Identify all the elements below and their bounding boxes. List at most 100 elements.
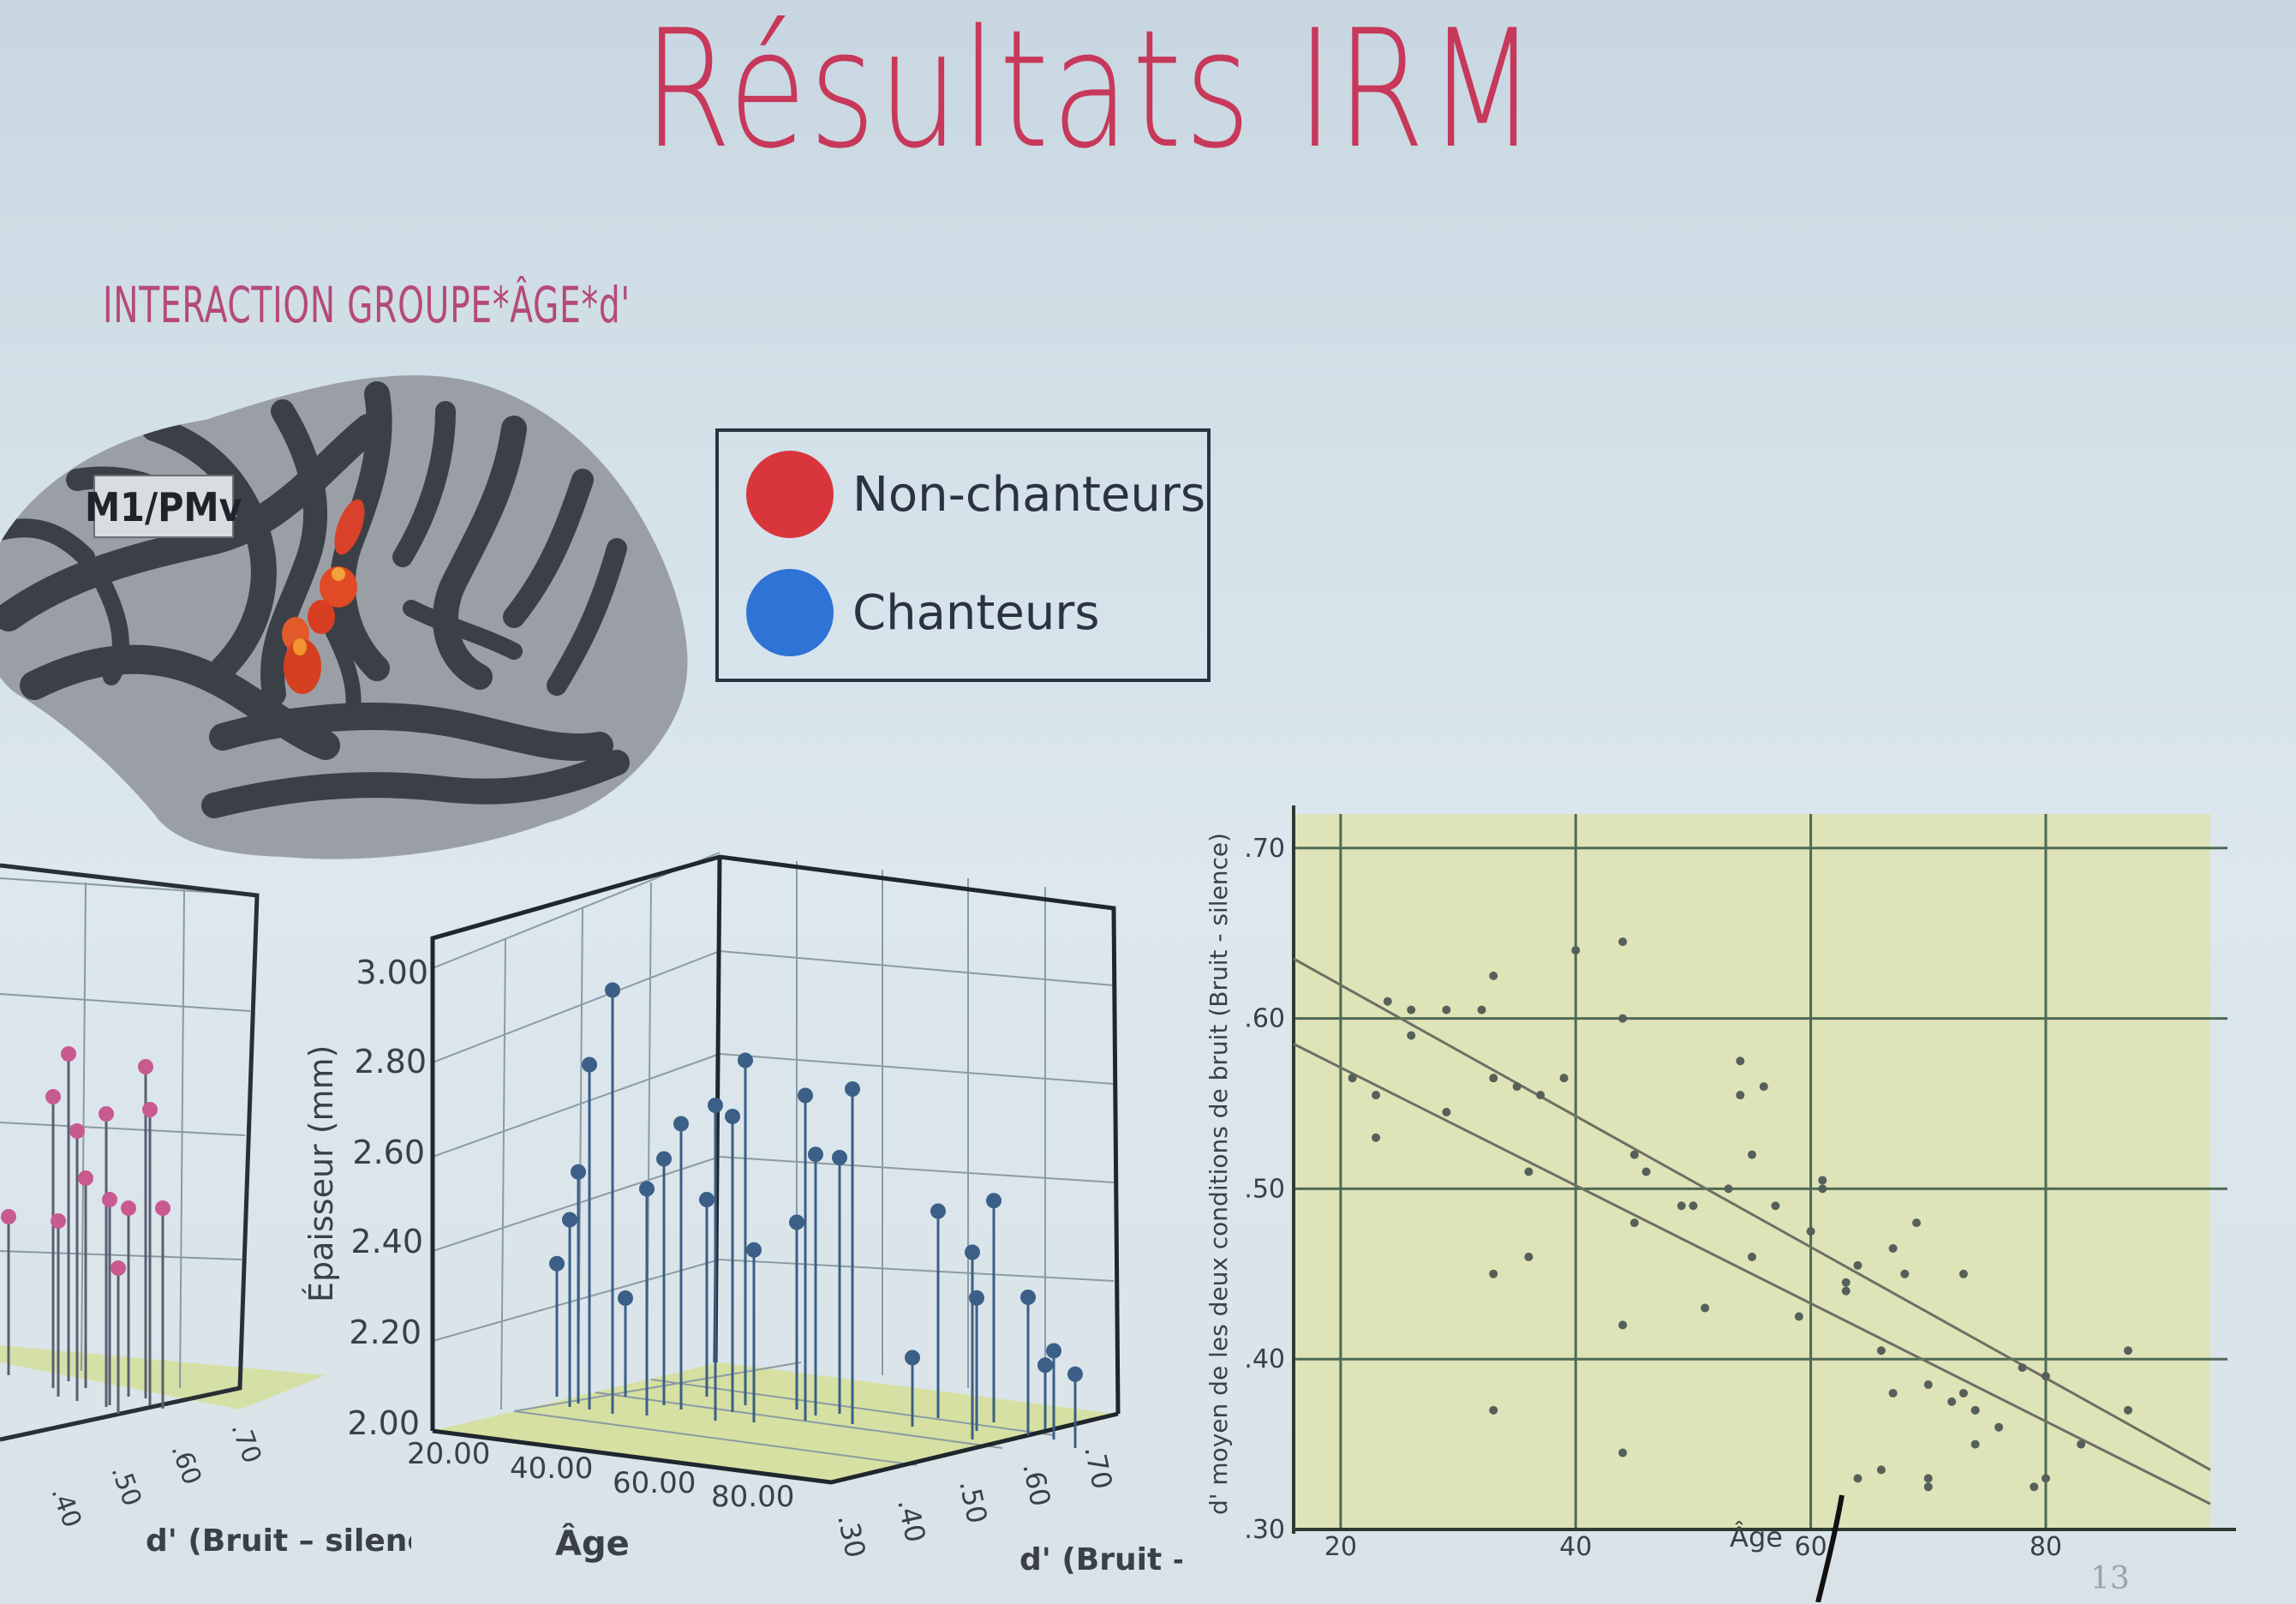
scatter-y-tick: .70 bbox=[1244, 834, 1285, 864]
slide-subtitle: INTERACTION GROUPE*ÂGE*d' bbox=[103, 276, 631, 334]
dprime-tick: .60 bbox=[1016, 1460, 1057, 1510]
scatter-point bbox=[1923, 1474, 1933, 1483]
z-tick: 2.20 bbox=[349, 1314, 422, 1351]
scatter-point bbox=[1407, 1005, 1416, 1014]
regression-line bbox=[1293, 957, 2211, 1471]
scatter-point bbox=[2018, 1363, 2027, 1373]
scatter-point bbox=[1372, 1133, 1381, 1142]
scatter-point bbox=[1512, 1082, 1522, 1092]
scatter-point bbox=[2041, 1474, 2050, 1483]
dprime-axis-label: d' (Bruit – silence) bbox=[1019, 1542, 1182, 1577]
z-tick: 3.00 bbox=[356, 954, 428, 991]
scatter-point bbox=[1618, 937, 1628, 947]
dprime-tick: .30 bbox=[831, 1511, 872, 1561]
scatter-age-dprime: .30 .40 .50 .60 .70 20 40 60 80 d' moyen de les… bbox=[1205, 805, 2236, 1602]
age-tick: 20.00 bbox=[407, 1437, 490, 1471]
z-tick: 2.60 bbox=[352, 1134, 425, 1171]
scatter-point bbox=[1701, 1303, 1710, 1313]
legend-item-non-chanteurs: Non-chanteurs bbox=[746, 451, 1205, 538]
left-x-tick: .60 bbox=[164, 1440, 206, 1489]
scatter-y-tick: .30 bbox=[1244, 1515, 1285, 1545]
scatter-x-tick: 80 bbox=[2030, 1532, 2062, 1562]
dprime-tick: .40 bbox=[891, 1496, 932, 1546]
scatter-x-tick: 60 bbox=[1794, 1532, 1827, 1562]
scatter-point bbox=[1736, 1091, 1745, 1100]
scatter-point bbox=[1571, 946, 1581, 955]
stem-point bbox=[121, 1200, 136, 1216]
scatter-point bbox=[1970, 1405, 1980, 1415]
stem-point bbox=[725, 1109, 740, 1124]
legend-item-chanteurs: Chanteurs bbox=[746, 569, 1100, 656]
stem-point bbox=[656, 1151, 672, 1167]
scatter-point bbox=[1841, 1278, 1851, 1287]
scatter-point bbox=[1489, 1405, 1498, 1415]
scatter-point bbox=[2077, 1439, 2086, 1449]
scatter-point bbox=[1958, 1388, 1968, 1398]
scatter-point bbox=[1947, 1397, 1957, 1406]
scatter-point bbox=[1442, 1005, 1451, 1014]
scatter-point bbox=[1524, 1167, 1534, 1176]
scatter-point bbox=[1806, 1227, 1815, 1236]
scatter-point bbox=[1489, 1269, 1498, 1278]
left-stems bbox=[1, 1046, 170, 1414]
scatter-point bbox=[1759, 1082, 1768, 1092]
scatter-point bbox=[1348, 1074, 1357, 1083]
scatter-point bbox=[1618, 1014, 1628, 1023]
scatter-point bbox=[1748, 1252, 1756, 1261]
dprime-tick: .70 bbox=[1078, 1443, 1119, 1493]
pen-stroke bbox=[1815, 1494, 1845, 1602]
scatter-point bbox=[1888, 1388, 1898, 1398]
scatter-point bbox=[1641, 1167, 1651, 1176]
stem-point bbox=[155, 1200, 170, 1216]
scatter-y-label: d' moyen de les deux conditions de bruit… bbox=[1205, 833, 1233, 1515]
stem-point bbox=[51, 1213, 66, 1229]
scatter-point bbox=[1477, 1005, 1486, 1014]
stem-point bbox=[1067, 1366, 1083, 1382]
legend-swatch-blue bbox=[746, 569, 834, 656]
stem-point bbox=[562, 1212, 577, 1228]
scatter-point bbox=[1994, 1422, 2004, 1432]
stem-point bbox=[708, 1098, 723, 1113]
stem-point bbox=[673, 1116, 689, 1132]
regression-line bbox=[1293, 1043, 2211, 1505]
scatter-point bbox=[1771, 1201, 1780, 1211]
scatter-x-tick: 40 bbox=[1559, 1532, 1592, 1562]
left-x-tick: .40 bbox=[45, 1483, 87, 1532]
scatter-point bbox=[1629, 1150, 1639, 1159]
scatter-point bbox=[1524, 1252, 1534, 1261]
scatter-point bbox=[1383, 997, 1392, 1006]
stem-point bbox=[798, 1087, 813, 1104]
chart-3d-left: .40 .50 .60 .70 d' (Bruit – silence) bbox=[0, 863, 411, 1559]
stem-point bbox=[69, 1123, 85, 1139]
stem-point bbox=[789, 1214, 804, 1230]
activation-cluster bbox=[282, 499, 365, 694]
scatter-point bbox=[1724, 1184, 1733, 1194]
legend-label: Non-chanteurs bbox=[852, 466, 1206, 523]
stem-point bbox=[142, 1102, 158, 1117]
scatter-point bbox=[1748, 1150, 1756, 1159]
slide-title: Résultats IRM bbox=[643, 0, 1540, 184]
scatter-point bbox=[1900, 1269, 1910, 1278]
stem-point bbox=[61, 1046, 76, 1062]
scatter-x-tick: 20 bbox=[1324, 1532, 1357, 1562]
stem-point bbox=[618, 1290, 633, 1306]
stem-point bbox=[605, 982, 620, 998]
left-x-tick: .70 bbox=[224, 1419, 266, 1468]
scatter-point bbox=[1818, 1184, 1827, 1194]
scatter-point bbox=[1923, 1380, 1933, 1390]
legend-swatch-red bbox=[746, 451, 834, 538]
scatter-point bbox=[1736, 1056, 1745, 1066]
stem-point bbox=[639, 1181, 655, 1197]
scatter-point bbox=[1841, 1286, 1851, 1296]
scatter-x-label: Âge bbox=[1730, 1521, 1783, 1553]
stem-point bbox=[1, 1209, 16, 1224]
left-x-tick: .50 bbox=[105, 1462, 146, 1511]
scatter-y-tick: .60 bbox=[1244, 1004, 1285, 1034]
stem-point bbox=[845, 1081, 860, 1097]
scatter-point bbox=[1876, 1465, 1886, 1475]
scatter-plot-area bbox=[1294, 814, 2210, 1529]
stem-point bbox=[808, 1146, 823, 1163]
stem-point bbox=[1037, 1357, 1053, 1374]
scatter-y-tick: .40 bbox=[1244, 1344, 1285, 1374]
chart-3d-mid: 3.00 2.80 2.60 2.40 2.20 2.00 Épaisseur … bbox=[302, 852, 1182, 1577]
